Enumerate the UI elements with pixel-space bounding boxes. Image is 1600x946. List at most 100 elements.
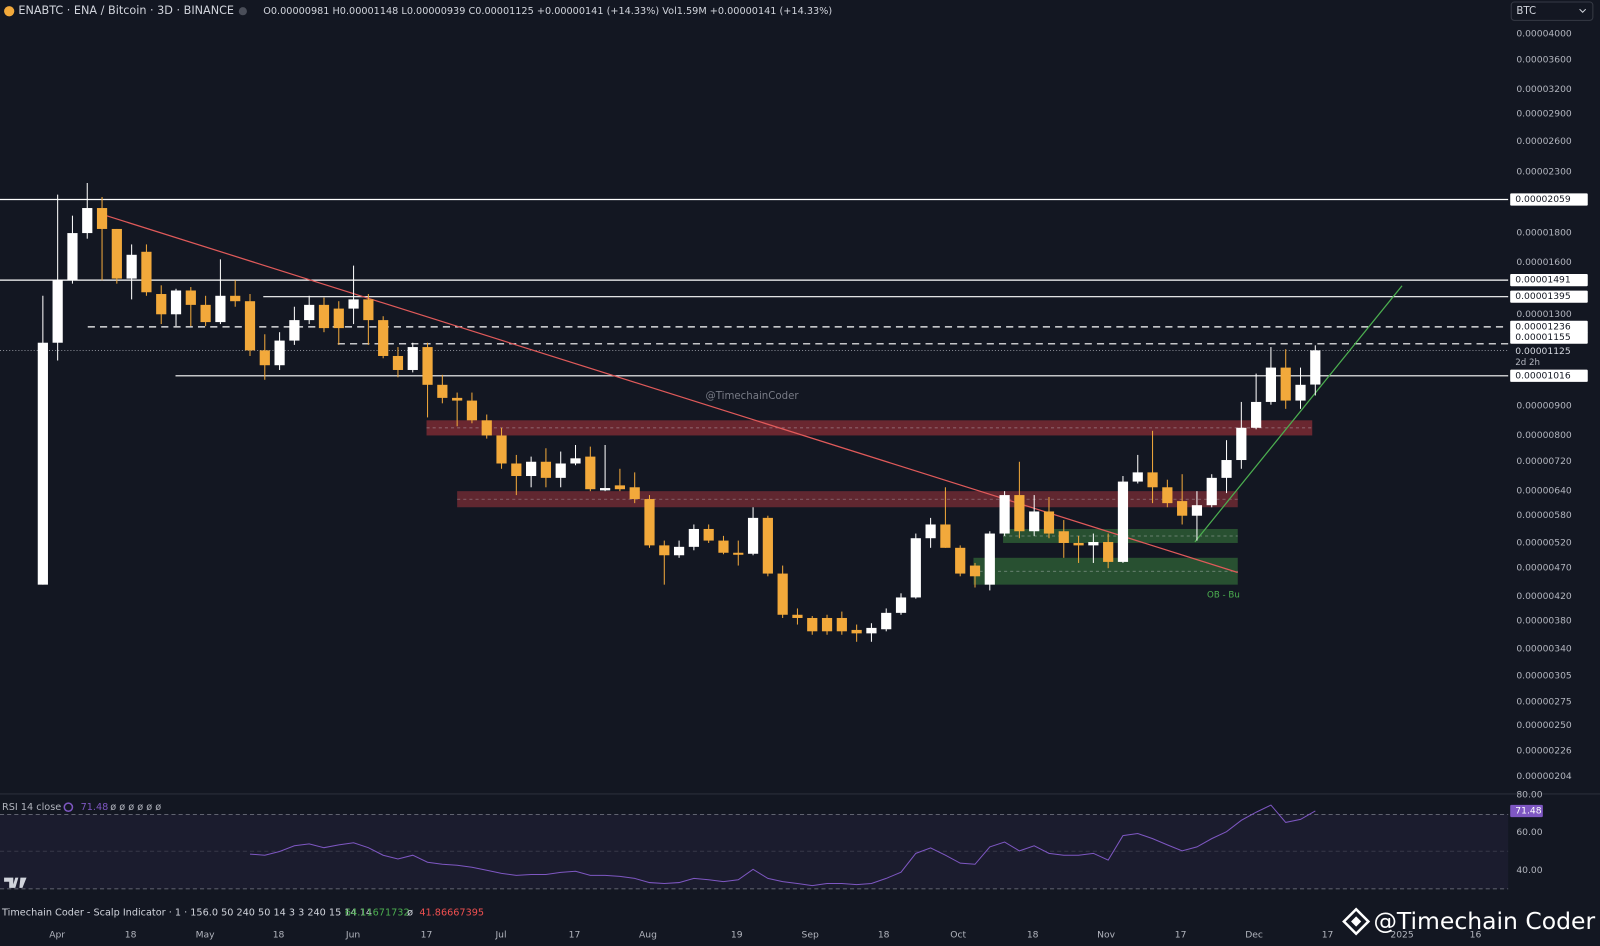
candle-body	[1191, 505, 1203, 516]
y-tick-label: 0.00001300	[1516, 309, 1572, 320]
y-tick-label: 0.00000470	[1516, 563, 1572, 574]
candle-body	[304, 304, 315, 321]
candle-body	[614, 485, 625, 490]
x-tick-label: 17	[1322, 929, 1334, 940]
level-label-box	[1510, 320, 1588, 334]
y-tick-label: 0.00004000	[1516, 28, 1572, 39]
y-tick-label: 0.00002900	[1516, 109, 1572, 120]
y-tick-label: 0.00000720	[1516, 456, 1572, 467]
y-tick-label: 0.00001600	[1516, 257, 1572, 268]
candle-body	[1295, 384, 1306, 401]
branding: @Timechain Coder	[1373, 907, 1595, 935]
price-axis: 0.00004000 0.00003600 0.00003200 0.00002900…	[1516, 28, 1572, 782]
candle-body	[821, 617, 833, 632]
dropdown-caret[interactable]	[1579, 8, 1587, 13]
candle-body	[1310, 350, 1321, 385]
candle-body	[1280, 367, 1291, 401]
candle-body	[925, 524, 936, 539]
candle-body	[644, 499, 655, 546]
x-tick-label: Oct	[950, 929, 966, 940]
candle-body	[910, 538, 921, 598]
candle-body	[230, 295, 241, 302]
y-tick-label: 0.00000420	[1516, 591, 1572, 602]
candle-body	[126, 254, 137, 279]
y-tick-label: 0.00000580	[1516, 510, 1572, 521]
x-tick-label: 18	[273, 929, 285, 940]
rsi-legend-value: 71.48	[81, 802, 109, 813]
x-tick-label: Dec	[1245, 929, 1263, 940]
indicator-separator: ø	[407, 907, 413, 918]
candle-body	[1132, 472, 1143, 482]
y-tick-label: 0.00000900	[1516, 401, 1572, 412]
time-axis: Apr 18 May 18 Jun 17 Jul 17 Aug 19 Sep 18 Oct 18 Nov 17…	[49, 929, 1481, 940]
rsi-legend-extra: ø ø ø ø ø ø	[110, 802, 161, 813]
candle-body	[141, 251, 152, 293]
x-tick-label: Sep	[802, 929, 819, 940]
x-tick-label: May	[196, 929, 216, 940]
x-tick-label: 19	[731, 929, 743, 940]
candle-body	[333, 308, 344, 329]
y-tick-label: 0.00000305	[1516, 671, 1572, 682]
countdown-label: 2d 2h	[1515, 358, 1540, 368]
y-tick-label: 0.00000204	[1516, 771, 1572, 782]
watermark: @TimechainCoder	[706, 391, 800, 402]
candle-body	[96, 208, 108, 229]
candle-body	[1073, 542, 1084, 546]
rsi-last-label: 71.48	[1515, 805, 1541, 816]
candle-body	[969, 565, 981, 577]
candle-body	[82, 208, 93, 234]
currency-select[interactable]	[1510, 1, 1594, 21]
level-label-box	[1510, 369, 1588, 382]
brand-diamond	[1342, 907, 1371, 936]
candle-body	[999, 495, 1010, 534]
x-tick-label: 18	[878, 929, 890, 940]
rsi-last-box	[1510, 804, 1543, 818]
candle-body	[851, 629, 862, 634]
x-tick-label: 18	[125, 929, 137, 940]
candle-body	[955, 547, 966, 574]
x-tick-label: 18	[1027, 929, 1039, 940]
candle-body	[762, 517, 773, 574]
candle-body	[318, 304, 330, 329]
x-tick-label: Aug	[639, 929, 657, 940]
candle-body	[1206, 477, 1217, 506]
candle-body	[881, 612, 892, 630]
candle-body	[792, 614, 803, 618]
x-tick-label: Nov	[1097, 929, 1115, 940]
brand-logo	[1342, 907, 1371, 936]
candle-body	[466, 400, 478, 421]
level-label: 0.00001155	[1515, 332, 1571, 343]
symbol-icon	[4, 6, 15, 17]
candle-body	[496, 435, 507, 464]
candle-body	[1162, 487, 1173, 504]
brand-diamond-core	[1351, 916, 1362, 927]
candle-body	[215, 295, 226, 323]
candle-body	[1029, 511, 1040, 532]
levels: 0.00002059 0.00001491 0.00001395 0.00001236…	[0, 193, 1588, 382]
candle-body	[52, 280, 63, 343]
candle-body	[511, 463, 522, 477]
candle-body	[807, 617, 818, 632]
candle-body	[526, 461, 537, 477]
candle-body	[1265, 367, 1277, 402]
level-label-box	[1510, 290, 1588, 303]
candle-body	[1147, 472, 1158, 488]
candle-body	[289, 320, 300, 341]
candle-body	[673, 546, 685, 556]
y-tick-label: 0.00000250	[1516, 720, 1572, 731]
rsi-icon	[63, 802, 74, 813]
x-tick-label: Jun	[345, 929, 361, 940]
candle-body	[170, 290, 182, 315]
x-tick-label: 17	[569, 929, 581, 940]
y-tick-label: 0.00000380	[1516, 616, 1572, 627]
candle-body	[600, 488, 611, 491]
candle-body	[422, 347, 433, 385]
rsi-tick-label: 40.00	[1516, 865, 1542, 876]
level-label: 0.00001016	[1515, 370, 1571, 381]
candle-body	[200, 304, 211, 323]
currency-label[interactable]: BTC	[1516, 6, 1536, 17]
candle-body	[866, 627, 877, 634]
